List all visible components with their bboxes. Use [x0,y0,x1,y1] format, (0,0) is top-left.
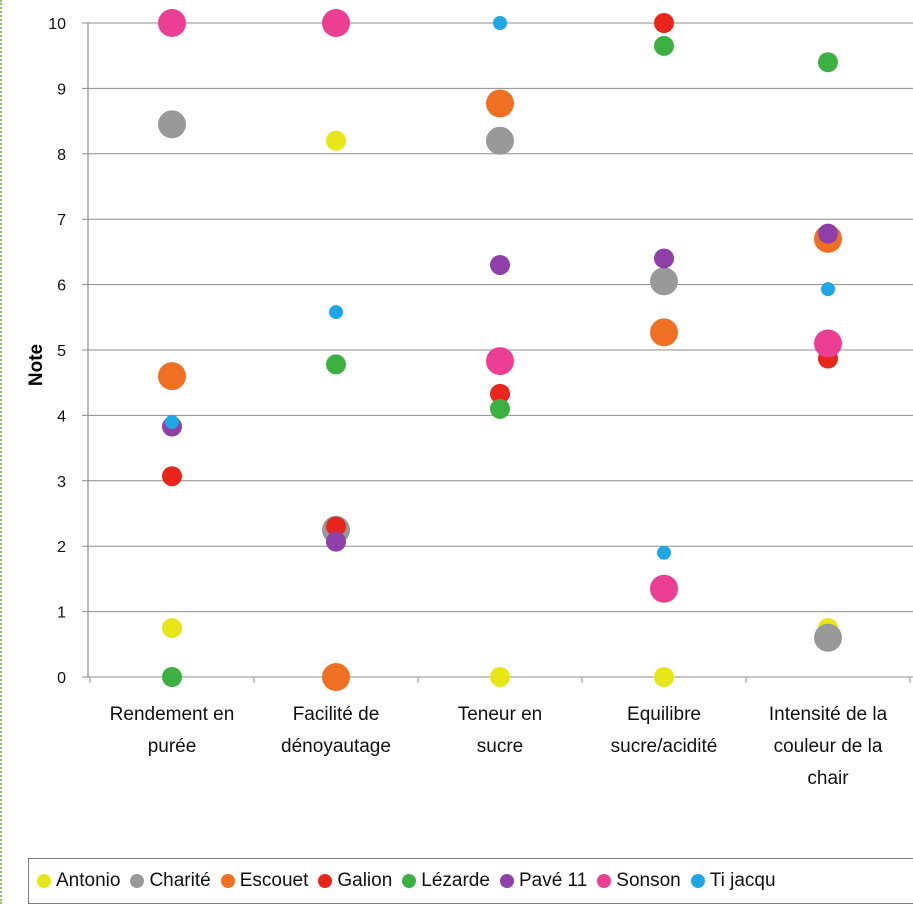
point-pav-11 [818,223,838,244]
y-tick-label: 2 [57,539,66,556]
legend-label: Sonson [616,870,681,891]
point-pav-11 [654,248,674,269]
point-ti-jacques [493,16,507,30]
x-category-label: Intensité de la [769,704,888,725]
legend-label: Charité [149,870,211,891]
point-sonson [814,329,842,358]
point-pav-11 [326,531,346,552]
point-sonson [322,9,350,37]
y-tick-label: 7 [57,212,66,229]
legend-marker [220,874,235,888]
legend-item: Charité [130,870,211,892]
point-ti-jacques [165,414,179,429]
legend-item: Lézarde [402,870,490,892]
point-galion [490,383,510,404]
point-ti-jacques [821,282,835,297]
y-tick-label: 3 [57,474,66,491]
x-category-label: sucre [477,736,523,757]
point-antonio [162,617,182,638]
y-tick-label: 1 [57,605,66,622]
legend-label: Escouet [239,870,309,891]
x-category-label: Equilibre [627,704,701,725]
point-escouet [158,362,186,391]
point-antonio [490,667,510,687]
y-tick-label: 6 [57,278,66,295]
x-category-label: chair [807,768,849,789]
point-sonson [158,9,186,37]
legend-item: Sonson [597,870,681,892]
legend-label: Antonio [56,870,121,891]
legend-label: Ti jacqu [709,870,776,891]
legend-label: Pavé 11 [518,870,588,891]
point-ti-jacques [657,545,671,560]
point-escouet [650,318,678,347]
y-tick-label: 0 [57,670,66,687]
legend-marker [37,874,51,888]
left-dotted-border [0,0,2,904]
point-charit- [158,110,186,139]
x-category-label: couleur de la [774,736,883,757]
point-antonio [654,667,674,687]
point-antonio [326,130,346,151]
legend-label: Lézarde [421,870,490,891]
chart-legend: Antonio Charité Escouet Galion Lézarde Pavé 1… [28,858,913,904]
x-category-label: dénoyautage [281,736,391,757]
legend-marker [402,874,417,888]
point-galion [326,516,346,537]
x-category-label: Teneur en [458,704,543,725]
legend-marker [597,874,612,888]
legend-item: Galion [318,870,392,892]
legend-item: Pavé 11 [499,870,588,892]
point-sonson [486,347,514,376]
y-axis-title: Note [26,343,47,387]
y-tick-label: 9 [57,81,66,98]
x-category-label: purée [148,736,197,757]
point-charit- [486,126,514,155]
y-tick-label: 8 [57,147,66,164]
legend-marker [130,874,145,888]
point-l-zarde [818,52,838,73]
point-escouet [322,663,350,691]
point-l-zarde [326,354,346,375]
x-category-label: sucre/acidité [611,736,718,757]
point-pav-11 [490,254,510,275]
point-charit- [650,267,678,296]
point-l-zarde [162,667,182,687]
point-galion [162,466,182,487]
point-escouet [486,89,514,118]
y-tick-label: 10 [48,16,66,33]
legend-marker [690,874,705,888]
legend-label: Galion [337,870,393,891]
legend-marker [499,874,514,888]
y-tick-label: 4 [57,408,66,425]
point-sonson [650,574,678,603]
point-galion [654,13,674,33]
point-ti-jacques [329,305,343,320]
point-l-zarde [490,398,510,419]
legend-marker [318,874,333,888]
point-l-zarde [654,35,674,56]
legend-item: Ti jacqu [690,870,776,892]
y-tick-label: 5 [57,343,66,360]
x-category-label: Facilité de [293,704,380,725]
legend-item: Antonio [37,870,120,892]
point-charit- [814,623,842,652]
legend-item: Escouet [220,870,309,892]
x-category-label: Rendement en [110,704,235,725]
